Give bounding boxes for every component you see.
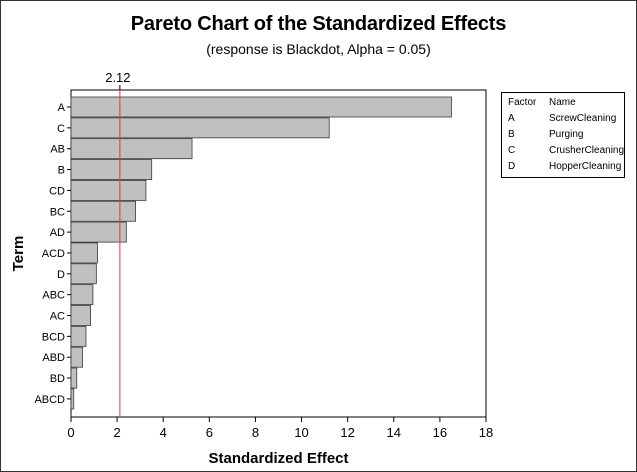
bar-D [70, 263, 97, 285]
legend-header-name: Name [549, 97, 576, 108]
bar-BC [70, 200, 136, 222]
x-tick-label: 14 [387, 425, 401, 440]
legend-header-factor: Factor [508, 97, 537, 108]
legend-factor-name: HopperCleaning [549, 161, 622, 172]
bar-BD [70, 367, 78, 389]
y-tick-label: BD [50, 373, 65, 385]
factor-legend: Factor Name A ScrewCleaning B Purging C … [501, 92, 625, 178]
y-tick-label: ABCD [34, 394, 65, 406]
x-tick-label: 16 [433, 425, 447, 440]
y-tick-label: BCD [42, 331, 65, 343]
y-tick-label: CD [49, 185, 65, 197]
y-tick-label: C [57, 123, 65, 135]
legend-row: B Purging [502, 128, 624, 142]
bar-ACD [70, 242, 98, 264]
bar-BCD [70, 325, 87, 347]
bar-A [70, 96, 452, 118]
legend-factor-name: Purging [549, 129, 584, 140]
y-tick-label: ABD [42, 352, 65, 364]
legend-header: Factor Name [502, 96, 624, 110]
x-tick-label: 8 [252, 425, 259, 440]
x-tick-label: 6 [206, 425, 213, 440]
y-tick-label: AC [50, 311, 65, 323]
y-tick-label: D [57, 269, 65, 281]
legend-factor: C [508, 145, 516, 156]
bar-ABC [70, 284, 94, 306]
bar-AB [70, 138, 193, 160]
y-axis-label: Term [10, 236, 27, 272]
y-tick-label: B [58, 165, 65, 177]
reference-line-label: 2.12 [105, 70, 130, 85]
chart-subtitle: (response is Blackdot, Alpha = 0.05) [206, 41, 431, 57]
bar-AC [70, 305, 91, 326]
x-tick-label: 0 [67, 425, 74, 440]
x-tick-label: 10 [294, 425, 308, 440]
x-axis-label: Standardized Effect [208, 450, 348, 467]
legend-factor-name: ScrewCleaning [549, 113, 617, 124]
bar-C [70, 117, 330, 139]
legend-factor: A [508, 113, 515, 124]
bar-ABD [70, 346, 83, 368]
bar-ABCD [70, 388, 75, 410]
y-tick-label: ABC [42, 290, 65, 302]
legend-row: A ScrewCleaning [502, 112, 624, 126]
bar-B [70, 159, 153, 180]
y-tick-label: BC [50, 206, 65, 218]
y-tick-label: A [58, 102, 66, 114]
chart-title: Pareto Chart of the Standardized Effects [130, 13, 507, 35]
x-tick-label: 18 [479, 425, 493, 440]
x-tick-label: 12 [340, 425, 354, 440]
y-tick-label: ACD [42, 248, 65, 260]
legend-row: C CrusherCleaning [502, 144, 624, 158]
legend-factor: D [508, 161, 516, 172]
y-tick-label: AB [50, 144, 65, 156]
legend-factor-name: CrusherCleaning [549, 145, 625, 156]
x-tick-label: 2 [113, 425, 120, 440]
bar-CD [70, 179, 147, 201]
legend-factor: B [508, 129, 515, 140]
y-tick-label: AD [50, 227, 65, 239]
legend-row: D HopperCleaning [502, 160, 624, 174]
x-tick-label: 4 [160, 425, 167, 440]
bar-AD [70, 221, 127, 243]
